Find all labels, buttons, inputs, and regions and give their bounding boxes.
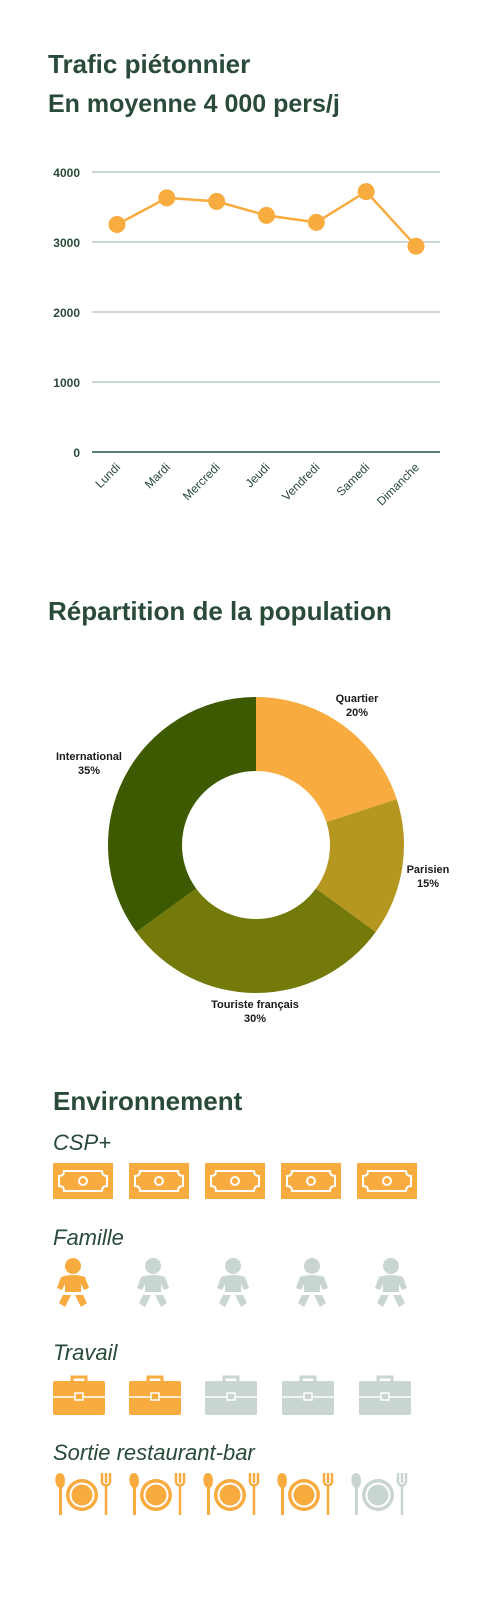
slice-label: Parisien xyxy=(407,864,450,876)
environment-icon-row xyxy=(0,1375,500,1435)
donut-slice xyxy=(256,697,397,823)
data-point xyxy=(208,192,226,210)
environment-row-label: Famille xyxy=(53,1225,124,1250)
x-tick-label: Lundi xyxy=(92,460,123,491)
baby-icon xyxy=(57,1258,89,1307)
x-tick-label: Mercredi xyxy=(180,460,223,503)
money-bill-icon xyxy=(53,1163,113,1199)
x-tick-label: Jeudi xyxy=(242,460,272,490)
data-point xyxy=(307,213,325,231)
y-tick-label: 0 xyxy=(73,446,80,460)
population-donut-chart: Quartier 20% Parisien 15% Touriste français 3… xyxy=(56,693,450,1025)
slice-value: 30% xyxy=(244,1013,266,1025)
donut-slice xyxy=(136,888,376,993)
briefcase-icon xyxy=(129,1375,181,1415)
environment-title: Environnement xyxy=(53,1086,243,1116)
environment-row-label: Sortie restaurant-bar xyxy=(53,1440,255,1465)
baby-icon xyxy=(296,1258,328,1307)
x-tick-label: Vendredi xyxy=(279,460,322,503)
y-tick-label: 4000 xyxy=(53,166,80,180)
slice-label: Quartier xyxy=(336,693,380,705)
money-bill-icon xyxy=(357,1163,417,1199)
plate-cutlery-icon xyxy=(203,1473,260,1515)
plate-cutlery-icon xyxy=(351,1473,408,1515)
money-bill-icon xyxy=(129,1163,189,1199)
baby-icon xyxy=(137,1258,169,1307)
slice-label: International xyxy=(56,751,122,763)
baby-icon xyxy=(217,1258,249,1307)
traffic-subtitle: En moyenne 4 000 pers/j xyxy=(48,90,340,118)
traffic-line-chart: 0 1000 2000 3000 4000 Lundi Mardi Mercredi Jeudi… xyxy=(53,166,440,508)
money-bill-icon xyxy=(205,1163,265,1199)
money-bill-icon xyxy=(281,1163,341,1199)
x-tick-label: Samedi xyxy=(334,460,373,499)
data-point xyxy=(357,183,375,201)
environment-icon-row xyxy=(0,1473,500,1533)
slice-label: Touriste français xyxy=(211,999,299,1011)
x-tick-label: Mardi xyxy=(142,460,173,491)
donut-slice xyxy=(107,697,256,932)
y-tick-label: 1000 xyxy=(53,376,80,390)
slice-value: 35% xyxy=(78,765,100,777)
briefcase-icon xyxy=(53,1375,105,1415)
briefcase-icon xyxy=(205,1375,257,1415)
data-point xyxy=(108,216,126,233)
y-tick-label: 2000 xyxy=(53,306,80,320)
environment-row-label: CSP+ xyxy=(53,1130,112,1155)
data-point xyxy=(407,237,425,255)
plate-cutlery-icon xyxy=(277,1473,334,1515)
population-title: Répartition de la population xyxy=(48,596,392,626)
plate-cutlery-icon xyxy=(55,1473,112,1515)
briefcase-icon xyxy=(282,1375,334,1415)
briefcase-icon xyxy=(359,1375,411,1415)
environment-icon-row xyxy=(0,1163,500,1223)
traffic-title: Trafic piétonnier xyxy=(48,49,251,79)
data-point xyxy=(158,189,176,207)
environment-icon-row xyxy=(0,1257,500,1317)
data-point xyxy=(258,206,275,224)
plate-cutlery-icon xyxy=(129,1473,186,1515)
baby-icon xyxy=(375,1258,407,1307)
x-tick-label: Dimanche xyxy=(374,460,422,508)
slice-value: 20% xyxy=(346,707,368,719)
slice-value: 15% xyxy=(417,878,439,890)
y-tick-label: 3000 xyxy=(53,236,80,250)
donut-slice xyxy=(315,799,404,932)
environment-row-label: Travail xyxy=(53,1340,118,1365)
